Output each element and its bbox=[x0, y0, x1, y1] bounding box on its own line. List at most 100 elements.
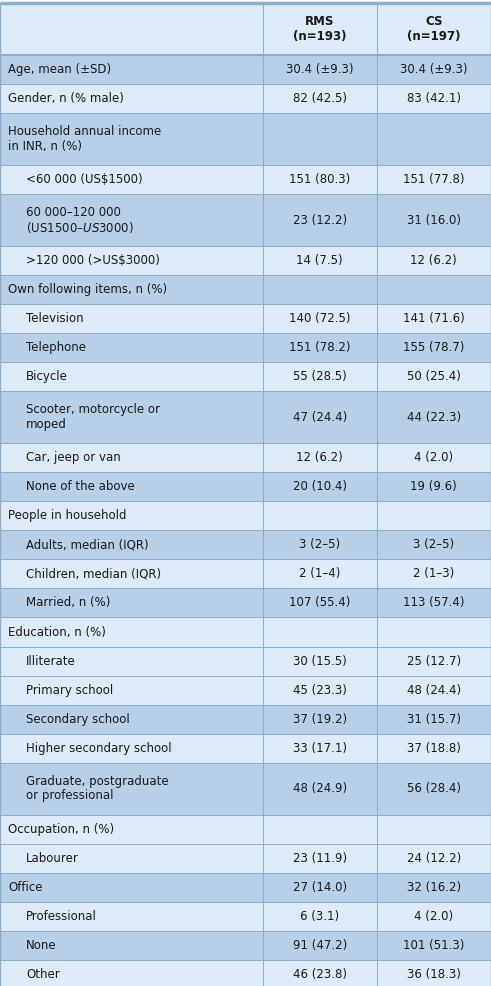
Text: None of the above: None of the above bbox=[26, 480, 135, 493]
Text: None: None bbox=[26, 939, 56, 951]
Text: 3 (2–5): 3 (2–5) bbox=[299, 538, 340, 551]
Bar bbox=[0, 275, 491, 304]
Text: Graduate, postgraduate: Graduate, postgraduate bbox=[26, 775, 168, 788]
Bar bbox=[0, 844, 491, 873]
Text: 101 (51.3): 101 (51.3) bbox=[403, 939, 464, 951]
Text: 2 (1–4): 2 (1–4) bbox=[299, 567, 340, 581]
Bar bbox=[0, 472, 491, 501]
Text: 30.4 (±9.3): 30.4 (±9.3) bbox=[286, 63, 354, 76]
Text: 155 (78.7): 155 (78.7) bbox=[403, 341, 464, 354]
Bar bbox=[0, 246, 491, 275]
Bar bbox=[0, 675, 491, 705]
Bar bbox=[0, 960, 491, 986]
Text: <60 000 (US$1500): <60 000 (US$1500) bbox=[26, 173, 142, 186]
Text: 31 (16.0): 31 (16.0) bbox=[407, 214, 461, 227]
Text: 27 (14.0): 27 (14.0) bbox=[293, 880, 347, 893]
Text: 36 (18.3): 36 (18.3) bbox=[407, 968, 461, 981]
Text: (US$1500–US$3000): (US$1500–US$3000) bbox=[26, 220, 134, 235]
Text: Gender, n (% male): Gender, n (% male) bbox=[8, 92, 124, 106]
Text: Television: Television bbox=[26, 313, 83, 325]
Text: 48 (24.4): 48 (24.4) bbox=[407, 683, 461, 697]
Text: 3 (2–5): 3 (2–5) bbox=[413, 538, 454, 551]
Text: Household annual income: Household annual income bbox=[8, 125, 161, 138]
Text: Labourer: Labourer bbox=[26, 852, 79, 865]
Text: 30 (15.5): 30 (15.5) bbox=[293, 655, 347, 668]
Text: 55 (28.5): 55 (28.5) bbox=[293, 370, 347, 384]
Text: 37 (18.8): 37 (18.8) bbox=[407, 741, 461, 754]
Text: People in household: People in household bbox=[8, 510, 127, 523]
Bar bbox=[0, 84, 491, 113]
Text: Office: Office bbox=[8, 880, 43, 893]
Text: 32 (16.2): 32 (16.2) bbox=[407, 880, 461, 893]
Text: 4 (2.0): 4 (2.0) bbox=[414, 452, 453, 464]
Bar bbox=[0, 814, 491, 844]
Text: 37 (19.2): 37 (19.2) bbox=[293, 713, 347, 726]
Bar bbox=[0, 559, 491, 589]
Text: 2 (1–3): 2 (1–3) bbox=[413, 567, 455, 581]
Text: Secondary school: Secondary school bbox=[26, 713, 130, 726]
Text: 56 (28.4): 56 (28.4) bbox=[407, 782, 461, 795]
Text: 20 (10.4): 20 (10.4) bbox=[293, 480, 347, 493]
Text: 113 (57.4): 113 (57.4) bbox=[403, 597, 464, 609]
Bar bbox=[0, 902, 491, 931]
Text: 46 (23.8): 46 (23.8) bbox=[293, 968, 347, 981]
Text: >120 000 (>US$3000): >120 000 (>US$3000) bbox=[26, 254, 160, 267]
Text: Scooter, motorcycle or: Scooter, motorcycle or bbox=[26, 403, 160, 416]
Text: 23 (12.2): 23 (12.2) bbox=[293, 214, 347, 227]
Text: 50 (25.4): 50 (25.4) bbox=[407, 370, 461, 384]
Text: 25 (12.7): 25 (12.7) bbox=[407, 655, 461, 668]
Text: Bicycle: Bicycle bbox=[26, 370, 68, 384]
Text: 14 (7.5): 14 (7.5) bbox=[297, 254, 343, 267]
Text: 47 (24.4): 47 (24.4) bbox=[293, 411, 347, 424]
Text: RMS
(n=193): RMS (n=193) bbox=[293, 15, 346, 43]
Text: Higher secondary school: Higher secondary school bbox=[26, 741, 172, 754]
Text: CS
(n=197): CS (n=197) bbox=[407, 15, 461, 43]
Bar bbox=[0, 304, 491, 333]
Bar bbox=[0, 763, 491, 814]
Text: 107 (55.4): 107 (55.4) bbox=[289, 597, 350, 609]
Bar bbox=[0, 501, 491, 530]
Text: 140 (72.5): 140 (72.5) bbox=[289, 313, 351, 325]
Text: 151 (80.3): 151 (80.3) bbox=[289, 173, 350, 186]
Text: 44 (22.3): 44 (22.3) bbox=[407, 411, 461, 424]
Bar bbox=[0, 931, 491, 960]
Text: Illiterate: Illiterate bbox=[26, 655, 76, 668]
Text: 91 (47.2): 91 (47.2) bbox=[293, 939, 347, 951]
Text: 24 (12.2): 24 (12.2) bbox=[407, 852, 461, 865]
Bar bbox=[0, 705, 491, 734]
Bar bbox=[0, 165, 491, 194]
Text: 60 000–120 000: 60 000–120 000 bbox=[26, 206, 121, 219]
Text: Adults, median (IQR): Adults, median (IQR) bbox=[26, 538, 149, 551]
Text: 48 (24.9): 48 (24.9) bbox=[293, 782, 347, 795]
Text: Car, jeep or van: Car, jeep or van bbox=[26, 452, 121, 464]
Bar bbox=[0, 113, 491, 165]
Bar bbox=[0, 55, 491, 84]
Text: or professional: or professional bbox=[26, 790, 113, 803]
Bar bbox=[0, 734, 491, 763]
Text: Occupation, n (%): Occupation, n (%) bbox=[8, 822, 114, 836]
Text: 141 (71.6): 141 (71.6) bbox=[403, 313, 464, 325]
Text: in INR, n (%): in INR, n (%) bbox=[8, 140, 82, 153]
Text: Children, median (IQR): Children, median (IQR) bbox=[26, 567, 161, 581]
Text: Professional: Professional bbox=[26, 910, 97, 923]
Text: 30.4 (±9.3): 30.4 (±9.3) bbox=[400, 63, 467, 76]
Text: 151 (78.2): 151 (78.2) bbox=[289, 341, 351, 354]
Bar bbox=[0, 873, 491, 902]
Text: 82 (42.5): 82 (42.5) bbox=[293, 92, 347, 106]
Bar bbox=[0, 194, 491, 246]
Text: 6 (3.1): 6 (3.1) bbox=[300, 910, 339, 923]
Text: Own following items, n (%): Own following items, n (%) bbox=[8, 283, 167, 296]
Bar bbox=[0, 647, 491, 675]
Text: 19 (9.6): 19 (9.6) bbox=[410, 480, 457, 493]
Text: Education, n (%): Education, n (%) bbox=[8, 625, 106, 639]
Text: 83 (42.1): 83 (42.1) bbox=[407, 92, 461, 106]
Text: 33 (17.1): 33 (17.1) bbox=[293, 741, 347, 754]
Text: Other: Other bbox=[26, 968, 60, 981]
Text: 23 (11.9): 23 (11.9) bbox=[293, 852, 347, 865]
Text: Age, mean (±SD): Age, mean (±SD) bbox=[8, 63, 111, 76]
Bar bbox=[0, 617, 491, 647]
Bar bbox=[0, 443, 491, 472]
Text: Telephone: Telephone bbox=[26, 341, 86, 354]
Text: 12 (6.2): 12 (6.2) bbox=[296, 452, 343, 464]
Text: 45 (23.3): 45 (23.3) bbox=[293, 683, 347, 697]
